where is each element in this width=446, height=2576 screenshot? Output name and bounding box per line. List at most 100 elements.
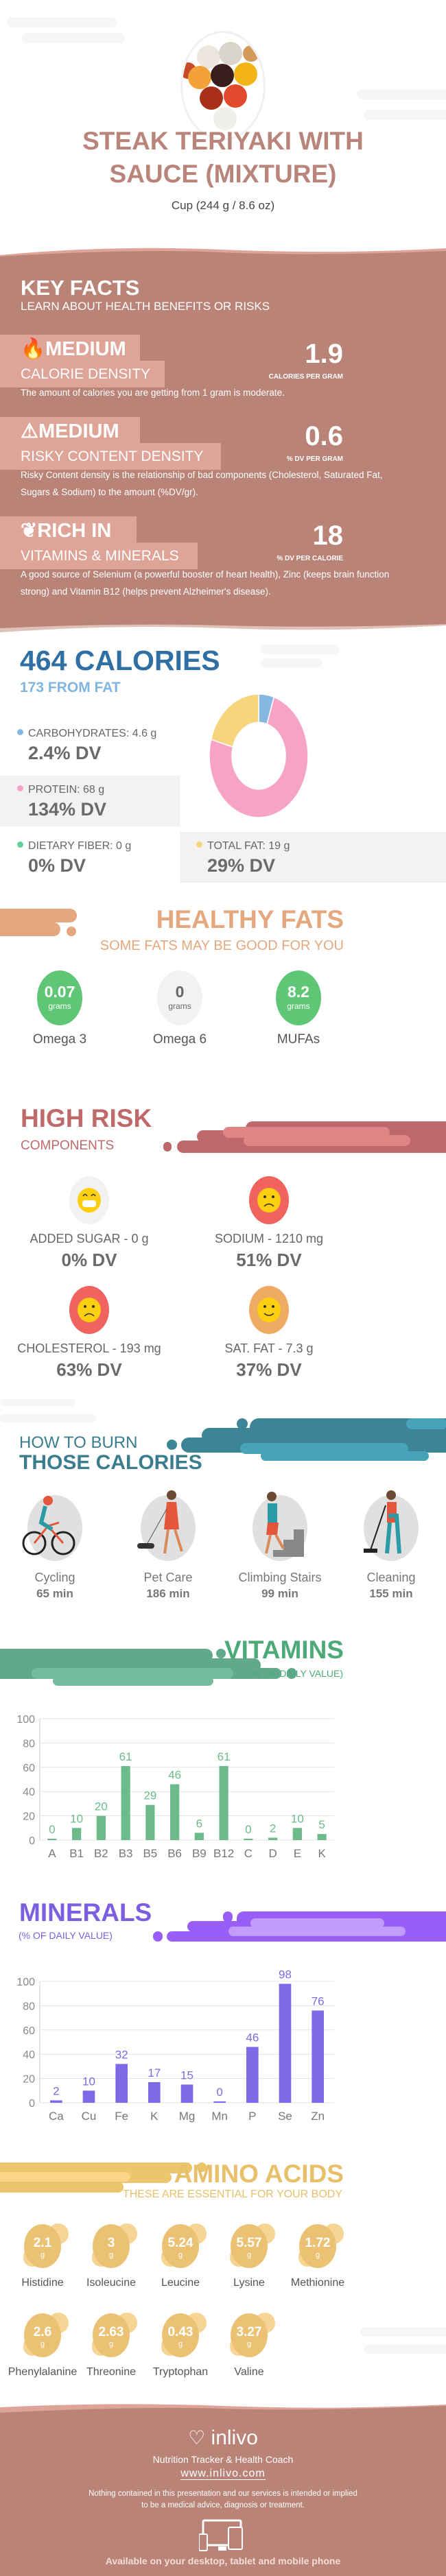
activity-item: Climbing Stairs 99 min bbox=[225, 1488, 335, 1601]
mufas-badge: 8.2 grams bbox=[276, 970, 321, 1025]
y-tick-label: 40 bbox=[23, 1787, 35, 1798]
risk-dv: 51% DV bbox=[236, 1250, 302, 1270]
omega3-label: Omega 3 bbox=[32, 1032, 87, 1047]
risky-density-value: 0.6 bbox=[305, 421, 343, 451]
fat-label: TOTAL FAT: 19 g bbox=[196, 840, 290, 852]
sweeping-icon bbox=[364, 1490, 419, 1561]
x-tick-label: B9 bbox=[192, 1847, 207, 1860]
flame-icon: 🔥 bbox=[21, 338, 46, 360]
decor-blob bbox=[22, 33, 125, 43]
donut-slice-total-fat bbox=[210, 693, 259, 748]
bar-Cu bbox=[82, 2090, 95, 2103]
activity-time: 65 min bbox=[36, 1587, 73, 1600]
bar-D bbox=[268, 1837, 278, 1840]
protein-dv: 134% DV bbox=[28, 799, 107, 820]
x-tick-label: Fe bbox=[115, 2110, 128, 2123]
minerals-title: MINERALS bbox=[19, 1898, 152, 1927]
activity-time: 186 min bbox=[146, 1587, 190, 1600]
carbs-label: CARBOHYDRATES: 4.6 g bbox=[17, 728, 156, 740]
grin-face-icon bbox=[78, 1188, 101, 1213]
bar-value-label: 0 bbox=[216, 2086, 222, 2099]
dog-walking-icon bbox=[137, 1490, 196, 1561]
amino-badge: 2.63 g bbox=[93, 2313, 130, 2357]
y-tick-label: 0 bbox=[29, 2098, 35, 2110]
cycling-icon bbox=[22, 1495, 82, 1561]
bar-value-label: 46 bbox=[246, 2031, 259, 2044]
activity-time: 155 min bbox=[369, 1587, 413, 1600]
healthy-fats-title: HEALTHY FATS bbox=[156, 905, 344, 933]
available-text: Available on your desktop, tablet and mo… bbox=[105, 2555, 341, 2566]
x-tick-label: D bbox=[268, 1847, 277, 1860]
fat-dot-icon bbox=[196, 842, 202, 848]
activity-item: Cycling 65 min bbox=[0, 1488, 110, 1601]
risk-indicator bbox=[249, 1176, 289, 1224]
x-tick-label: B2 bbox=[94, 1847, 108, 1860]
decor-blob bbox=[357, 89, 446, 99]
amino-label: Leucine bbox=[161, 2277, 200, 2289]
protein-row-bg bbox=[0, 776, 180, 826]
x-tick-label: Cu bbox=[82, 2110, 97, 2123]
calorie-density-value: 1.9 bbox=[305, 339, 343, 369]
sad-face-icon bbox=[257, 1188, 281, 1213]
bar-B2 bbox=[96, 1815, 106, 1840]
vitamins-level: RICH IN bbox=[37, 520, 112, 542]
amino-label: Tryptophan bbox=[152, 2366, 209, 2378]
activity-label: Pet Care bbox=[143, 1571, 193, 1584]
smile-face-icon bbox=[257, 1298, 281, 1322]
x-tick-label: Ca bbox=[49, 2110, 64, 2123]
bar-C bbox=[244, 1839, 253, 1840]
calories-from-fat: 173 FROM FAT bbox=[20, 680, 121, 695]
x-tick-label: B6 bbox=[167, 1847, 182, 1860]
x-tick-label: K bbox=[318, 1847, 326, 1860]
y-tick-label: 20 bbox=[23, 2074, 35, 2086]
healthy-fats-subtitle: SOME FATS MAY BE GOOD FOR YOU bbox=[99, 938, 344, 953]
bar-value-label: 76 bbox=[312, 1994, 325, 2007]
vitamins-label: VITAMINS & MINERALS bbox=[21, 548, 179, 564]
x-tick-label: K bbox=[150, 2110, 159, 2123]
decor-blob bbox=[364, 110, 446, 120]
bar-value-label: 2 bbox=[53, 2084, 59, 2097]
bar-Ca bbox=[50, 2100, 62, 2103]
amino-title: AMINO ACIDS bbox=[174, 2160, 344, 2188]
amino-label: Lysine bbox=[233, 2277, 265, 2289]
fiber-dot-icon bbox=[17, 842, 23, 848]
y-tick-label: 60 bbox=[23, 1763, 35, 1774]
amino-label: Valine bbox=[234, 2366, 264, 2378]
key-facts-section: KEY FACTS LEARN ABOUT HEALTH BENEFITS OR… bbox=[0, 261, 446, 624]
decor-bar bbox=[0, 909, 77, 922]
bar-value-label: 98 bbox=[279, 1968, 292, 1981]
wave-bottom bbox=[0, 623, 446, 632]
risky-density-label: RISKY CONTENT DENSITY bbox=[21, 449, 204, 464]
fat-dv: 29% DV bbox=[207, 855, 276, 876]
bar-value-label: 20 bbox=[95, 1800, 108, 1813]
vitamins-unit: % DV PER CALORIE bbox=[277, 555, 343, 562]
bar-value-label: 6 bbox=[196, 1817, 202, 1830]
risk-label: SAT. FAT - 7.3 g bbox=[224, 1341, 314, 1355]
heart-leaf-logo-icon: ♡ bbox=[188, 2427, 206, 2448]
burn-title-line1: HOW TO BURN bbox=[19, 1433, 138, 1452]
macro-donut-chart bbox=[209, 693, 309, 818]
calorie-density-label: CALORIE DENSITY bbox=[21, 366, 151, 382]
high-risk-title: HIGH RISK bbox=[21, 1104, 152, 1132]
x-tick-label: B1 bbox=[69, 1847, 84, 1860]
bar-B1 bbox=[72, 1828, 82, 1840]
x-tick-label: P bbox=[248, 2110, 256, 2123]
calorie-density-level: MEDIUM bbox=[45, 338, 126, 360]
decor-blob bbox=[7, 17, 117, 27]
y-tick-label: 20 bbox=[23, 1811, 35, 1823]
vitamins-title: VITAMINS bbox=[224, 1636, 344, 1664]
amino-label: Isoleucine bbox=[86, 2277, 137, 2289]
website-link[interactable]: www.inlivo.com bbox=[180, 2468, 266, 2480]
risk-label: SODIUM - 1210 mg bbox=[214, 1232, 324, 1245]
bar-Fe bbox=[115, 2064, 128, 2103]
bar-K bbox=[148, 2082, 161, 2103]
bar-Mn bbox=[213, 2101, 226, 2103]
bar-value-label: 32 bbox=[115, 2048, 128, 2061]
bar-value-label: 0 bbox=[245, 1823, 251, 1836]
activity-label: Climbing Stairs bbox=[238, 1571, 322, 1584]
x-tick-label: Zn bbox=[311, 2110, 325, 2123]
bar-value-label: 10 bbox=[70, 1812, 83, 1825]
sauce-bowls-icon bbox=[183, 42, 259, 130]
y-tick-label: 80 bbox=[23, 2001, 35, 2012]
bar-E bbox=[292, 1828, 302, 1840]
